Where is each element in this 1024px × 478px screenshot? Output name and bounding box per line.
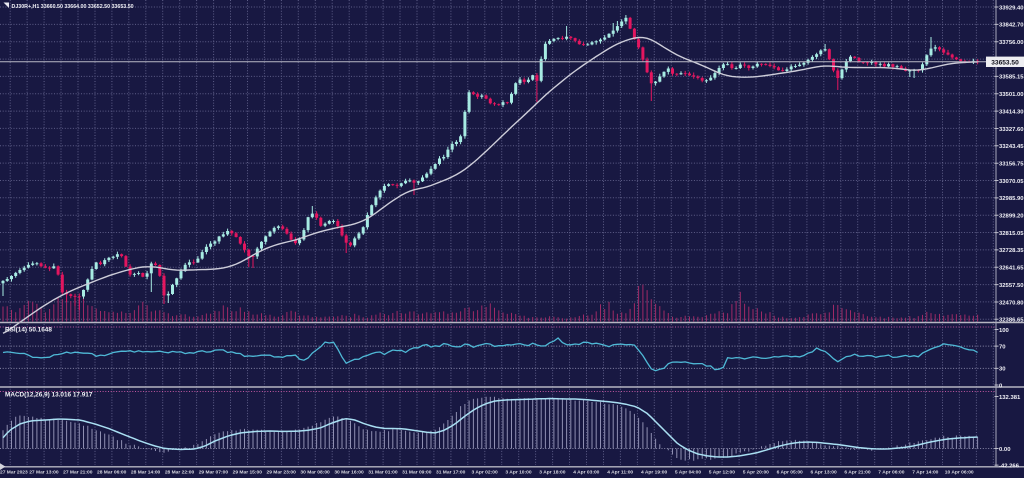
svg-text:29 Mar 15:00: 29 Mar 15:00 xyxy=(233,470,263,476)
svg-text:33156.75: 33156.75 xyxy=(999,162,1024,168)
svg-text:27 Mar 2023: 27 Mar 2023 xyxy=(0,470,28,476)
svg-text:5 Apr 20:00: 5 Apr 20:00 xyxy=(743,470,769,476)
svg-text:4 Apr 03:00: 4 Apr 03:00 xyxy=(573,470,599,476)
svg-text:29 Mar 07:00: 29 Mar 07:00 xyxy=(199,470,229,476)
svg-text:33653.50: 33653.50 xyxy=(991,60,1019,67)
svg-text:29 Mar 23:00: 29 Mar 23:00 xyxy=(267,470,297,476)
svg-text:33842.70: 33842.70 xyxy=(999,23,1024,29)
svg-text:33414.30: 33414.30 xyxy=(999,109,1024,115)
svg-text:-42.266: -42.266 xyxy=(999,463,1020,469)
svg-text:31 Mar 09:00: 31 Mar 09:00 xyxy=(402,470,432,476)
svg-text:0.00: 0.00 xyxy=(999,447,1011,453)
svg-text:6 Apr 21:00: 6 Apr 21:00 xyxy=(844,470,870,476)
svg-text:33585.15: 33585.15 xyxy=(999,75,1024,81)
svg-text:33243.45: 33243.45 xyxy=(999,144,1024,150)
svg-text:33070.05: 33070.05 xyxy=(999,179,1024,185)
svg-text:33327.60: 33327.60 xyxy=(999,127,1024,133)
svg-text:6 Apr 05:00: 6 Apr 05:00 xyxy=(777,470,803,476)
svg-text:30 Mar 08:00: 30 Mar 08:00 xyxy=(300,470,330,476)
svg-text:30 Mar 16:00: 30 Mar 16:00 xyxy=(334,470,364,476)
svg-text:32470.80: 32470.80 xyxy=(999,300,1024,306)
svg-text:MACD(12,26,9) 13.016 17.917: MACD(12,26,9) 13.016 17.917 xyxy=(5,392,93,399)
svg-text:28 Mar 22:00: 28 Mar 22:00 xyxy=(165,470,195,476)
svg-text:5 Apr 04:00: 5 Apr 04:00 xyxy=(675,470,701,476)
svg-text:33756.00: 33756.00 xyxy=(999,40,1024,46)
svg-text:100: 100 xyxy=(999,328,1010,334)
svg-text:4 Apr 19:00: 4 Apr 19:00 xyxy=(641,470,667,476)
svg-text:27 Mar 21:00: 27 Mar 21:00 xyxy=(63,470,93,476)
svg-text:28 Mar 06:00: 28 Mar 06:00 xyxy=(97,470,127,476)
svg-text:3 Apr 02:00: 3 Apr 02:00 xyxy=(472,470,498,476)
svg-text:32985.90: 32985.90 xyxy=(999,196,1024,202)
svg-text:31 Mar 01:00: 31 Mar 01:00 xyxy=(368,470,398,476)
svg-text:7 Apr 06:00: 7 Apr 06:00 xyxy=(878,470,904,476)
svg-text:32728.35: 32728.35 xyxy=(999,248,1024,254)
svg-text:DJ30R+,H1 33660.50 33664.00 3: DJ30R+,H1 33660.50 33664.00 33652.50 336… xyxy=(12,4,134,10)
svg-text:132.381: 132.381 xyxy=(999,395,1021,401)
svg-text:30: 30 xyxy=(999,367,1006,373)
svg-text:31 Mar 17:00: 31 Mar 17:00 xyxy=(436,470,466,476)
svg-text:28 Mar 14:00: 28 Mar 14:00 xyxy=(131,470,161,476)
svg-text:32815.05: 32815.05 xyxy=(999,231,1024,237)
svg-text:0: 0 xyxy=(999,383,1003,389)
svg-text:4 Apr 11:00: 4 Apr 11:00 xyxy=(607,470,633,476)
svg-text:33501.00: 33501.00 xyxy=(999,92,1024,98)
svg-text:5 Apr 12:00: 5 Apr 12:00 xyxy=(709,470,735,476)
svg-text:10 Apr 06:00: 10 Apr 06:00 xyxy=(945,470,974,476)
svg-text:70: 70 xyxy=(999,344,1006,350)
svg-text:3 Apr 10:00: 3 Apr 10:00 xyxy=(505,470,531,476)
svg-text:32899.20: 32899.20 xyxy=(999,214,1024,220)
svg-text:33929.40: 33929.40 xyxy=(999,5,1024,11)
svg-text:6 Apr 13:00: 6 Apr 13:00 xyxy=(811,470,837,476)
svg-text:3 Apr 18:00: 3 Apr 18:00 xyxy=(539,470,565,476)
svg-text:32386.65: 32386.65 xyxy=(999,318,1024,324)
svg-text:RSI(14) 50.1648: RSI(14) 50.1648 xyxy=(5,327,52,334)
svg-text:32641.65: 32641.65 xyxy=(999,266,1024,272)
svg-text:32557.50: 32557.50 xyxy=(999,283,1024,289)
svg-text:27 Mar 13:00: 27 Mar 13:00 xyxy=(29,470,59,476)
svg-text:7 Apr 14:00: 7 Apr 14:00 xyxy=(912,470,938,476)
